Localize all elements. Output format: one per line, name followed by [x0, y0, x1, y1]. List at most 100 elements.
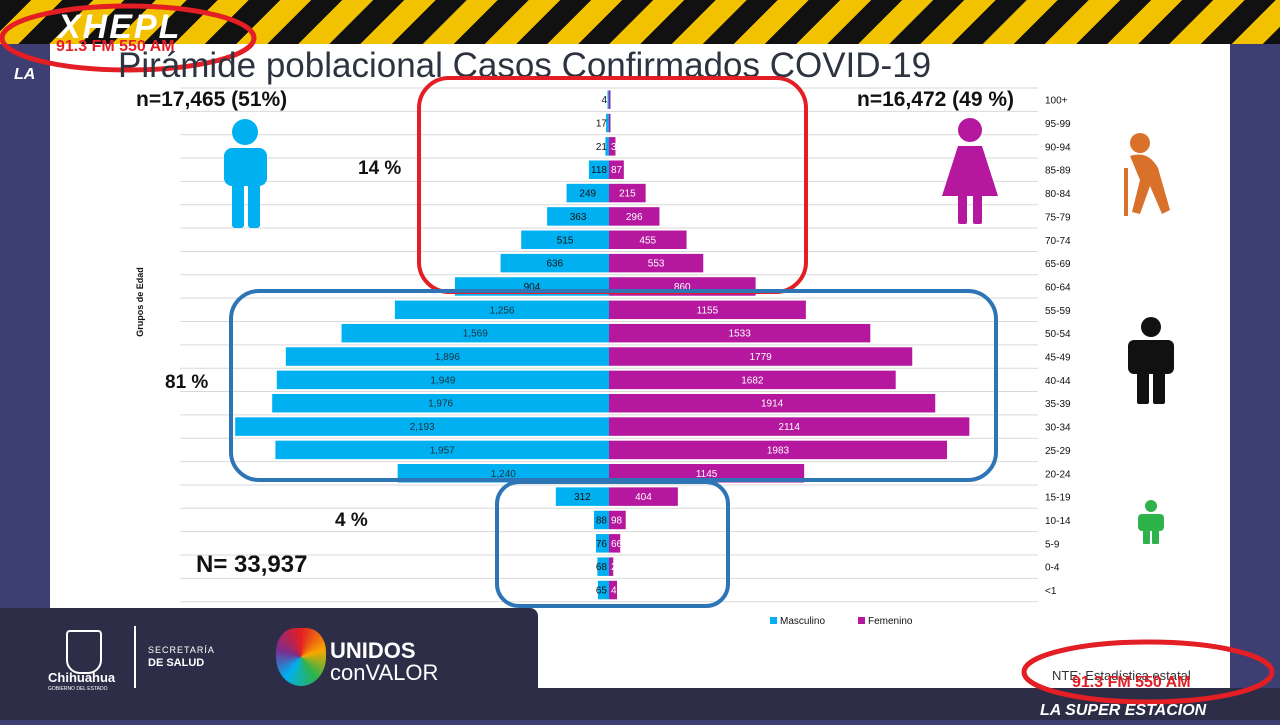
bar-male-95-99 [606, 113, 609, 133]
label-male-80-84: 249 [579, 189, 596, 200]
male-total: n=17,465 (51%) [136, 88, 288, 111]
label-female-60-64: 860 [674, 282, 691, 293]
label-male-20-24: 1,240 [491, 469, 516, 480]
label-male-90-94: 21 [596, 142, 608, 153]
label-male-55-59: 1,256 [489, 305, 514, 316]
bar-female-45-49 [609, 347, 913, 366]
station-freq-bottom: 91.3 FM 550 AM [1072, 674, 1191, 691]
campaign-line1: UNIDOS [330, 638, 416, 663]
tick-label-0-4: 0-4 [1045, 563, 1060, 574]
state-subtitle: GOBIERNO DEL ESTADO [48, 686, 108, 692]
bar-male-75-79 [547, 207, 609, 226]
tick-label-<1: <1 [1045, 586, 1057, 597]
tick-label-100+: 100+ [1045, 96, 1068, 107]
bar-male-100+ [607, 90, 609, 109]
bar-male-0-4 [597, 557, 609, 576]
tick-label-60-64: 60-64 [1045, 282, 1071, 293]
label-female-0-4: 25 [611, 562, 623, 573]
chihuahua-crest-icon [66, 630, 102, 674]
hazard-stripe-header [0, 0, 1280, 44]
bar-female-80-84 [609, 183, 646, 203]
man-icon [224, 119, 267, 228]
bar-female-30-34 [609, 417, 970, 436]
label-female-<1: 47 [611, 586, 623, 597]
station-logo-badge-icon [1021, 639, 1275, 705]
footer-divider [134, 626, 136, 688]
label-male-10-14: 88 [596, 515, 608, 526]
bar-male-90-94 [605, 137, 609, 156]
tick-label-75-79: 75-79 [1045, 212, 1071, 223]
label-female-80-84: 215 [619, 189, 636, 200]
bar-female-0-4 [609, 557, 614, 576]
label-male-15-19: 312 [574, 492, 591, 503]
elderly-person-icon [1124, 133, 1170, 216]
label-male-35-39: 1,976 [428, 399, 453, 410]
bar-female-35-39 [609, 393, 936, 413]
label-male-25-29: 1,957 [430, 445, 455, 456]
label-female-35-39: 1914 [761, 399, 784, 410]
label-male-50-54: 1,569 [463, 329, 488, 340]
child-icon [1138, 500, 1164, 544]
tick-label-20-24: 20-24 [1045, 469, 1071, 480]
station-logo-badge-icon [0, 3, 257, 73]
label-female-30-34: 2114 [778, 422, 800, 433]
label-female-65-69: 553 [648, 259, 665, 270]
campaign-heart-icon [276, 628, 326, 686]
bar-female-100+ [609, 90, 611, 109]
legend-label-masculino: Masculino [780, 616, 825, 627]
label-female-10-14: 98 [611, 515, 623, 526]
label-male-95-99: 17 [596, 119, 608, 130]
label-female-70-74: 455 [639, 235, 656, 246]
tick-label-30-34: 30-34 [1045, 423, 1071, 434]
pct-elderly: 14 % [358, 158, 402, 179]
label-male-65-69: 636 [546, 259, 563, 270]
label-female-85-89: 87 [611, 165, 623, 176]
pct-adult: 81 % [165, 372, 209, 393]
tick-label-70-74: 70-74 [1045, 236, 1071, 247]
bar-female-70-74 [609, 230, 687, 250]
label-female-25-29: 1983 [767, 445, 790, 456]
bar-female-20-24 [609, 464, 805, 483]
bar-male-10-14 [594, 510, 609, 530]
campaign-line2: conVALOR [330, 660, 439, 685]
bar-female-10-14 [609, 510, 626, 530]
tick-label-25-29: 25-29 [1045, 446, 1071, 457]
label-male-45-49: 1,896 [435, 352, 460, 363]
legend-swatch-masculino [770, 617, 777, 624]
label-male-100+: 4 [601, 95, 607, 106]
label-male-75-79: 363 [570, 212, 587, 223]
label-male-85-89: 118 [591, 165, 607, 176]
female-total: n=16,472 (49 %) [857, 88, 1015, 111]
bar-male-5-9 [596, 534, 609, 553]
tick-label-10-14: 10-14 [1045, 516, 1071, 527]
station-logo-freq: 91.3 FM 550 AM [56, 38, 175, 55]
label-male-40-44: 1,949 [430, 375, 455, 386]
tick-label-95-99: 95-99 [1045, 119, 1071, 130]
pct-young: 4 % [335, 510, 368, 531]
label-female-5-9: 66 [611, 539, 623, 550]
bar-male-<1 [597, 580, 609, 600]
label-female-40-44: 1682 [741, 375, 764, 386]
bar-male-65-69 [500, 253, 609, 273]
legend-label-femenino: Femenino [868, 616, 913, 627]
label-female-20-24: 1145 [696, 469, 718, 480]
bar-female-<1 [609, 580, 618, 600]
label-female-45-49: 1779 [749, 352, 772, 363]
station-slogan: LA SUPER ESTACION [1040, 702, 1207, 719]
bar-female-50-54 [609, 323, 871, 343]
source-note: NTE: Estadística estatal [1052, 668, 1191, 683]
bar-male-25-29 [275, 440, 609, 460]
bar-female-15-19 [609, 487, 678, 506]
department-line1: SECRETARÍA [148, 645, 215, 655]
station-slogan-top: LA [14, 66, 36, 83]
bar-male-35-39 [272, 393, 609, 413]
tick-label-85-89: 85-89 [1045, 166, 1071, 177]
station-logo-name: XHEPL [58, 8, 182, 46]
bar-male-70-74 [521, 230, 609, 250]
tick-label-50-54: 50-54 [1045, 329, 1071, 340]
department-line2: DE SALUD [148, 657, 205, 669]
bar-male-85-89 [588, 160, 609, 179]
station-logo-bottom: 91.3 FM 550 AM LA SUPER ESTACION [1020, 636, 1280, 720]
label-male-30-34: 2,193 [410, 422, 435, 433]
bar-male-50-54 [341, 323, 609, 343]
